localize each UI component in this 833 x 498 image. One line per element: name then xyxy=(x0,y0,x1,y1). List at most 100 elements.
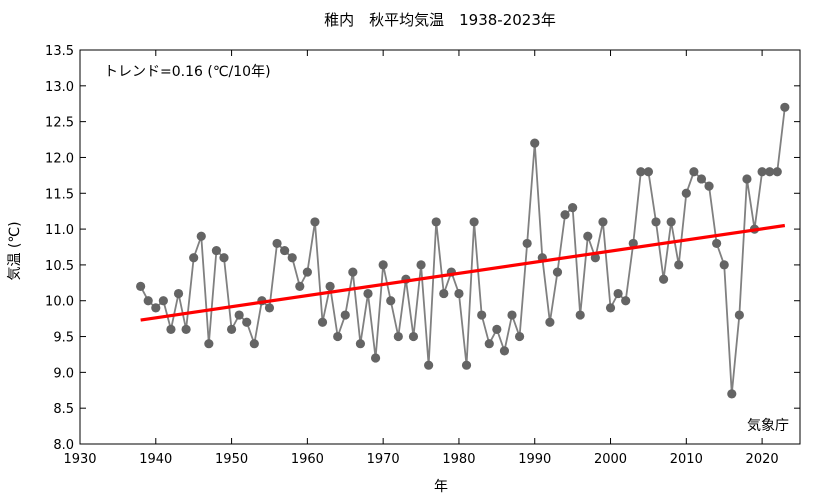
data-point xyxy=(181,324,191,334)
y-tick-label: 10.5 xyxy=(45,259,74,274)
data-point xyxy=(136,281,146,291)
data-point xyxy=(242,317,252,327)
data-point xyxy=(355,339,366,349)
data-point xyxy=(780,102,790,112)
data-point xyxy=(575,310,585,320)
data-point xyxy=(651,217,661,227)
x-tick-label: 1940 xyxy=(139,452,172,467)
data-point xyxy=(530,138,540,148)
y-tick-label: 13.5 xyxy=(45,44,74,59)
data-point xyxy=(560,210,570,220)
data-point xyxy=(568,203,578,213)
trend-line xyxy=(140,223,786,322)
data-point xyxy=(461,360,472,370)
data-point xyxy=(325,281,335,291)
x-tick-label: 2010 xyxy=(670,452,703,467)
data-point xyxy=(348,267,358,277)
source-annotation: 気象庁 xyxy=(747,418,789,434)
data-point xyxy=(590,253,600,263)
data-point xyxy=(333,331,343,342)
x-tick-label: 1980 xyxy=(442,452,475,467)
data-point xyxy=(658,274,669,284)
data-point xyxy=(469,217,479,227)
data-point xyxy=(628,238,638,249)
data-point xyxy=(689,167,699,177)
data-point xyxy=(378,260,388,270)
data-point xyxy=(522,238,532,249)
data-point xyxy=(696,174,707,184)
y-axis-label: 気温 (℃) xyxy=(7,221,23,280)
data-point xyxy=(204,339,214,349)
data-point xyxy=(674,260,684,270)
data-point xyxy=(636,167,646,177)
x-tick-label: 2000 xyxy=(594,452,627,467)
trend-annotation: トレンド=0.16 (℃/10年) xyxy=(104,64,271,80)
data-point xyxy=(189,253,199,263)
data-point xyxy=(514,331,525,342)
data-point xyxy=(605,303,616,313)
x-tick-label: 1990 xyxy=(518,452,551,467)
data-point xyxy=(681,188,691,198)
y-tick-label: 11.0 xyxy=(45,223,74,238)
data-point xyxy=(621,296,631,306)
chart-title: 稚内 秋平均気温 1938-2023年 xyxy=(324,11,556,29)
data-point xyxy=(477,310,487,320)
data-point xyxy=(439,288,449,299)
data-point xyxy=(772,167,782,177)
data-point xyxy=(166,324,176,334)
data-point xyxy=(545,317,555,327)
y-tick-label: 12.0 xyxy=(45,151,74,166)
data-point xyxy=(727,389,737,399)
data-point xyxy=(408,331,419,342)
data-point xyxy=(484,339,494,349)
data-point xyxy=(287,253,297,263)
data-point xyxy=(264,303,275,313)
y-tick-label: 8.5 xyxy=(53,402,74,417)
data-point xyxy=(393,331,403,342)
data-point xyxy=(719,260,729,270)
plot-frame xyxy=(79,49,801,445)
data-point xyxy=(143,296,153,306)
x-tick-label: 2020 xyxy=(746,452,779,467)
data-point xyxy=(272,238,282,249)
data-point xyxy=(211,245,222,256)
data-point xyxy=(158,296,168,306)
x-tick-label: 1970 xyxy=(367,452,400,467)
data-point xyxy=(340,310,350,320)
data-point xyxy=(173,288,184,299)
y-tick-label: 13.0 xyxy=(45,80,74,95)
data-point xyxy=(310,217,320,227)
data-point xyxy=(302,267,312,277)
x-tick-label: 1950 xyxy=(215,452,248,467)
y-tick-label: 9.0 xyxy=(53,366,74,381)
x-tick-label: 1930 xyxy=(63,452,96,467)
data-point xyxy=(712,238,722,249)
data-point xyxy=(757,167,767,177)
data-point xyxy=(234,310,244,320)
y-tick-label: 11.5 xyxy=(45,187,74,202)
data-point xyxy=(226,324,237,334)
y-tick-label: 12.5 xyxy=(45,116,74,131)
data-point xyxy=(424,360,434,370)
series-line xyxy=(139,107,786,394)
data-point xyxy=(742,174,752,184)
data-point xyxy=(219,253,229,263)
data-point xyxy=(734,310,744,320)
data-point xyxy=(666,217,676,227)
data-point xyxy=(431,217,441,227)
data-point xyxy=(295,281,305,291)
data-point xyxy=(704,181,714,191)
data-point xyxy=(151,303,161,313)
data-point xyxy=(492,324,502,334)
data-point xyxy=(416,260,426,270)
data-point xyxy=(454,288,464,299)
data-point xyxy=(249,339,259,349)
y-tick-label: 9.5 xyxy=(53,331,74,346)
data-point xyxy=(363,288,373,299)
y-tick-label: 8.0 xyxy=(53,438,74,453)
data-point xyxy=(280,245,290,256)
y-tick-label: 10.0 xyxy=(45,295,74,310)
data-point xyxy=(765,167,775,177)
x-tick-label: 1960 xyxy=(291,452,324,467)
